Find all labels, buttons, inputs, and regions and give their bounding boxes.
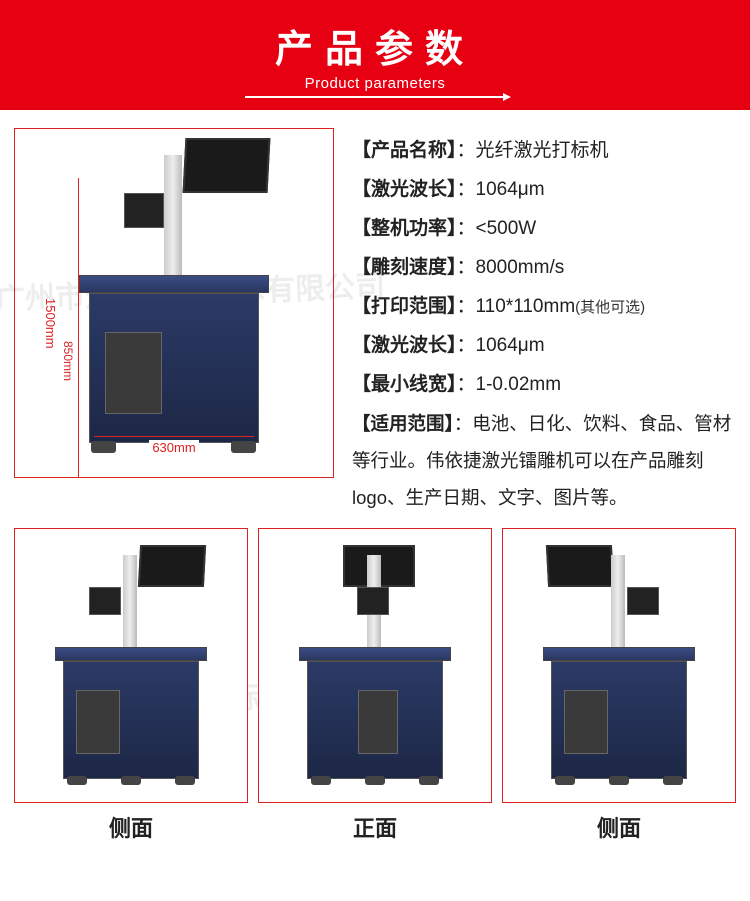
main-content-row: 广州市通谊标识技术有限公司 1500mm 850mm 630mm 【产品名称】：… (0, 110, 750, 524)
spec-val: ：110*110mm (457, 296, 576, 317)
spec-scope-key: 【适用范围】 (352, 413, 454, 434)
machine-worktop (79, 275, 269, 293)
view-front: 正面 (258, 528, 492, 843)
view-frame (502, 528, 736, 803)
machine-laser-head (124, 193, 164, 228)
header-banner: 产品参数 Product parameters (0, 0, 750, 110)
spec-row: 【激光波长】：1064μm (352, 327, 736, 366)
spec-row: 【整机功率】：<500W (352, 210, 736, 249)
dimension-width: 630mm (94, 436, 254, 455)
spec-val: ：1064μm (457, 335, 545, 356)
product-main-photo: 广州市通谊标识技术有限公司 1500mm 850mm 630mm (14, 128, 334, 478)
view-gallery: 广州市通谊标识技术有限公司 侧面 正面 (0, 524, 750, 853)
header-underline (245, 96, 505, 98)
spec-row: 【雕刻速度】：8000mm/s (352, 249, 736, 288)
view-label: 侧面 (502, 811, 736, 843)
dim-height-full-label: 1500mm (43, 298, 58, 349)
spec-key: 【打印范围】 (352, 296, 457, 317)
spec-key: 【整机功率】 (352, 218, 457, 239)
spec-row: 【最小线宽】：1-0.02mm (352, 366, 736, 405)
view-label: 正面 (258, 811, 492, 843)
machine-monitor (183, 138, 271, 193)
spec-key: 【激光波长】 (352, 335, 457, 356)
view-frame (258, 528, 492, 803)
spec-row: 【产品名称】：光纤激光打标机 (352, 132, 736, 171)
header-title-cn: 产品参数 (0, 18, 750, 73)
spec-key: 【产品名称】 (352, 140, 457, 161)
machine-mini (295, 545, 455, 785)
spec-scope: 【适用范围】：电池、日化、饮料、食品、管材等行业。伟依捷激光镭雕机可以在产品雕刻… (352, 405, 736, 516)
spec-val: ：<500W (457, 218, 537, 239)
machine-mini (51, 545, 211, 785)
view-frame (14, 528, 248, 803)
spec-row: 【打印范围】：110*110mm(其他可选) (352, 288, 736, 327)
machine-pillar (164, 155, 182, 275)
machine-illustration: 1500mm 850mm 630mm (69, 153, 279, 453)
machine-cabinet (89, 293, 259, 443)
spec-val: ：8000mm/s (457, 257, 565, 278)
header-title-en: Product parameters (0, 75, 750, 92)
spec-val: ：1064μm (457, 179, 545, 200)
view-side-left: 侧面 (14, 528, 248, 843)
spec-key: 【激光波长】 (352, 179, 457, 200)
spec-ext: (其他可选) (575, 299, 645, 316)
spec-row: 【激光波长】：1064μm (352, 171, 736, 210)
view-side-right: 侧面 (502, 528, 736, 843)
spec-val: ：光纤激光打标机 (457, 140, 609, 161)
view-label: 侧面 (14, 811, 248, 843)
dimension-height-full: 1500mm (65, 178, 79, 478)
spec-key: 【最小线宽】 (352, 374, 457, 395)
spec-val: ：1-0.02mm (457, 374, 562, 395)
spec-key: 【雕刻速度】 (352, 257, 457, 278)
spec-list: 【产品名称】：光纤激光打标机【激光波长】：1064μm【整机功率】：<500W【… (352, 128, 736, 516)
dim-height-cabinet-label: 850mm (61, 341, 75, 381)
dim-width-label: 630mm (149, 440, 198, 455)
machine-mini (539, 545, 699, 785)
